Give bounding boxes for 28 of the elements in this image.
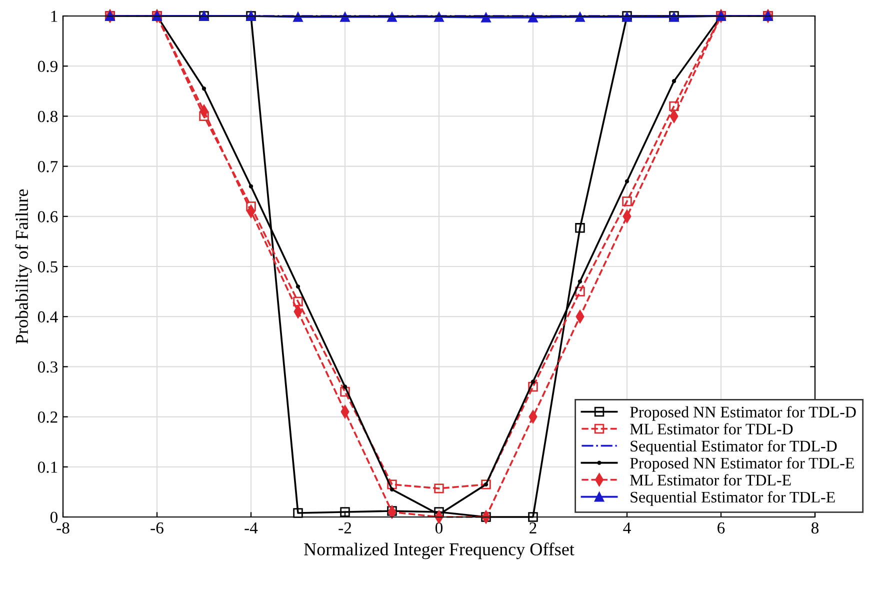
legend-label: Proposed NN Estimator for TDL-E [630, 457, 854, 472]
legend-label: ML Estimator for TDL-D [630, 423, 793, 434]
x-tick-label: -8 [56, 522, 70, 534]
legend-label: Sequential Estimator for TDL-E [630, 491, 835, 506]
y-axis-title: Probability of Failure [15, 189, 32, 344]
y-tick-label: 1 [51, 10, 58, 22]
legend-label: Proposed NN Estimator for TDL-D [630, 406, 856, 421]
y-tick-label: 0.8 [38, 110, 58, 122]
x-tick-label: 8 [811, 522, 819, 534]
y-tick-label: 0.9 [38, 60, 58, 72]
legend-label: Sequential Estimator for TDL-D [630, 440, 837, 455]
y-tick-label: 0.7 [38, 161, 58, 172]
y-tick-label: 0.1 [38, 462, 58, 473]
y-tick-label: 0.2 [38, 412, 58, 423]
y-tick-label: 0.6 [38, 211, 58, 222]
x-tick-label: 4 [623, 522, 631, 534]
x-tick-label: -6 [150, 522, 164, 534]
x-tick-label: 6 [718, 522, 725, 534]
y-tick-label: 0.4 [38, 311, 58, 323]
x-tick-label: 0 [435, 522, 443, 534]
legend-label: ML Estimator for TDL-E [630, 474, 791, 486]
y-tick-label: 0 [50, 512, 58, 523]
y-tick-label: 0.5 [38, 261, 58, 273]
x-tick-label: 2 [530, 522, 536, 534]
y-tick-label: 0.3 [38, 361, 58, 373]
x-tick-label: -2 [338, 522, 352, 534]
x-axis-title: Normalized Integer Frequency Offset [304, 542, 574, 560]
x-tick-label: -4 [244, 522, 258, 534]
